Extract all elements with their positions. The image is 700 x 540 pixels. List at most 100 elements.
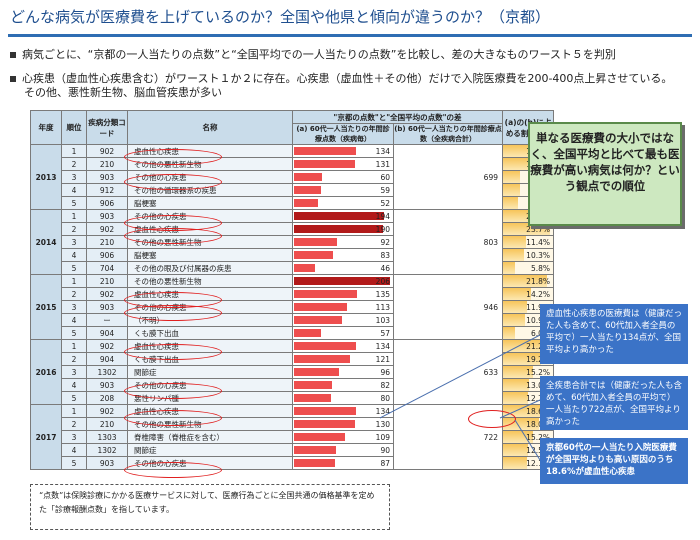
title-divider	[8, 34, 692, 37]
bullet-2: 心疾患（虚血性心疾患含む）がワースト１か２に存在。心疾患（虚血性＋その他）だけで…	[10, 72, 672, 86]
ratio-bar	[503, 223, 551, 235]
score-value: 109	[375, 432, 390, 442]
score-bar	[294, 212, 385, 220]
ratio-value: 13.0%	[526, 380, 550, 390]
callout-share: 京都60代の一人当たり入院医療費が全国平均よりも高い原因のうち18.6%が虚血性…	[540, 438, 688, 484]
score-value: 190	[375, 224, 390, 234]
total-score-cell: 946	[393, 274, 503, 340]
ratio-value: 10.9%	[526, 315, 550, 325]
year-cell: 2016	[30, 339, 62, 405]
code-cell: 210	[86, 157, 128, 171]
ratio-value: 10.3%	[526, 250, 550, 260]
score-value: 80	[380, 393, 390, 403]
ratio-bar	[503, 392, 529, 404]
disease-name-cell: その他の心疾患	[127, 378, 293, 392]
code-cell: ー	[86, 313, 128, 327]
ratio-value: 21.8%	[526, 276, 550, 286]
ratio-bar	[503, 353, 542, 365]
ratio-value: 18.6%	[526, 406, 550, 416]
bullet-2-continued: その他、悪性新生物、脳血管疾患が多い	[24, 86, 222, 99]
score-bar	[294, 446, 336, 454]
table-row: 5 704 その他の眼及び付属器の疾患 46 5.8%	[31, 261, 554, 275]
score-value: 90	[380, 445, 390, 455]
header-name: 名称	[127, 110, 293, 145]
score-value: 113	[375, 302, 390, 312]
connector-line	[499, 399, 541, 419]
score-bar	[294, 420, 355, 428]
disease-name-cell: 関節症	[127, 443, 293, 457]
table-row: 2 902 虚血性心疾患 135 14.2%	[31, 287, 554, 301]
table-row: 4 906 脳梗塞 83 10.3%	[31, 248, 554, 262]
ratio-bar	[503, 197, 518, 209]
score-value: 103	[375, 315, 390, 325]
rank-cell: 2	[61, 157, 87, 171]
disease-name-cell: 虚血性心疾患	[127, 339, 293, 353]
ratio-bar	[503, 301, 527, 313]
year-cell: 2013	[30, 144, 62, 210]
ratio-value: 15.2%	[526, 367, 550, 377]
header-rank: 順位	[61, 110, 87, 145]
score-bar	[294, 186, 322, 194]
ratio-cell: 5.8%	[502, 261, 554, 275]
rank-cell: 5	[61, 391, 87, 405]
ratio-bar	[503, 444, 528, 456]
callout-total: 全疾患合計では（健康だった人も含めて、60代加入者全員の平均で）一人当たり722…	[540, 376, 688, 430]
total-score-cell: 722	[393, 404, 503, 470]
score-value: 57	[380, 328, 390, 338]
rank-cell: 3	[61, 170, 87, 184]
score-bar	[294, 355, 351, 363]
rank-cell: 5	[61, 196, 87, 210]
score-bar	[294, 407, 357, 415]
ratio-cell: 14.2%	[502, 287, 554, 301]
code-cell: 903	[86, 209, 128, 223]
ratio-value: 14.2%	[526, 289, 550, 299]
ratio-bar	[503, 431, 534, 443]
rank-cell: 2	[61, 352, 87, 366]
rank-cell: 2	[61, 222, 87, 236]
code-cell: 902	[86, 144, 128, 158]
ratio-value: 12.5%	[526, 445, 550, 455]
score-bar-cell: 87	[292, 456, 394, 470]
score-value: 92	[380, 237, 390, 247]
ratio-bar	[503, 184, 520, 196]
ratio-bar	[503, 405, 541, 417]
disease-name-cell: 脊椎障害（脊椎症を含む）	[127, 430, 293, 444]
code-cell: 1302	[86, 443, 128, 457]
ratio-bar	[503, 275, 547, 287]
score-bar	[294, 329, 321, 337]
score-bar	[294, 238, 337, 246]
rank-cell: 3	[61, 365, 87, 379]
score-bar	[294, 459, 335, 467]
rank-cell: 1	[61, 209, 87, 223]
score-value: 134	[375, 341, 390, 351]
page-title: どんな病気が医療費を上げているのか？全国や他県と傾向が違うのか？（京都）	[10, 8, 551, 26]
total-score-cell: 699	[393, 144, 503, 210]
score-bar	[294, 173, 322, 181]
bullet-2-text: 心疾患（虚血性心疾患含む）がワースト１か２に存在。心疾患（虚血性＋その他）だけで…	[22, 72, 673, 85]
score-bar	[294, 264, 316, 272]
ratio-value: 19.2%	[526, 354, 550, 364]
table-row: 2 902 虚血性心疾患 190 23.7%	[31, 222, 554, 236]
header-code: 疾病分類コード	[86, 110, 128, 145]
code-cell: 903	[86, 300, 128, 314]
score-bar	[294, 342, 357, 350]
header-col-a: (a) 60代一人当たりの年間診療点数（疾病毎）	[292, 123, 394, 145]
score-bar	[294, 147, 357, 155]
ratio-value: 11.9%	[526, 302, 550, 312]
score-bar-cell: 46	[292, 261, 394, 275]
code-cell: 902	[86, 222, 128, 236]
total-score-cell: 803	[393, 209, 503, 275]
ratio-cell: 15.2%	[502, 365, 554, 379]
code-cell: 210	[86, 235, 128, 249]
score-value: 134	[375, 146, 390, 156]
score-bar	[294, 290, 357, 298]
table-row: 4 ー（不明） 103 10.9%	[31, 313, 554, 327]
score-bar	[294, 251, 333, 259]
score-value: 52	[380, 198, 390, 208]
table-row: 5906脳梗塞527.5%	[31, 196, 554, 210]
score-bar	[294, 433, 345, 441]
score-value: 46	[380, 263, 390, 273]
score-bar-cell: 96	[292, 365, 394, 379]
ratio-bar	[503, 288, 532, 300]
score-bar	[294, 303, 347, 311]
